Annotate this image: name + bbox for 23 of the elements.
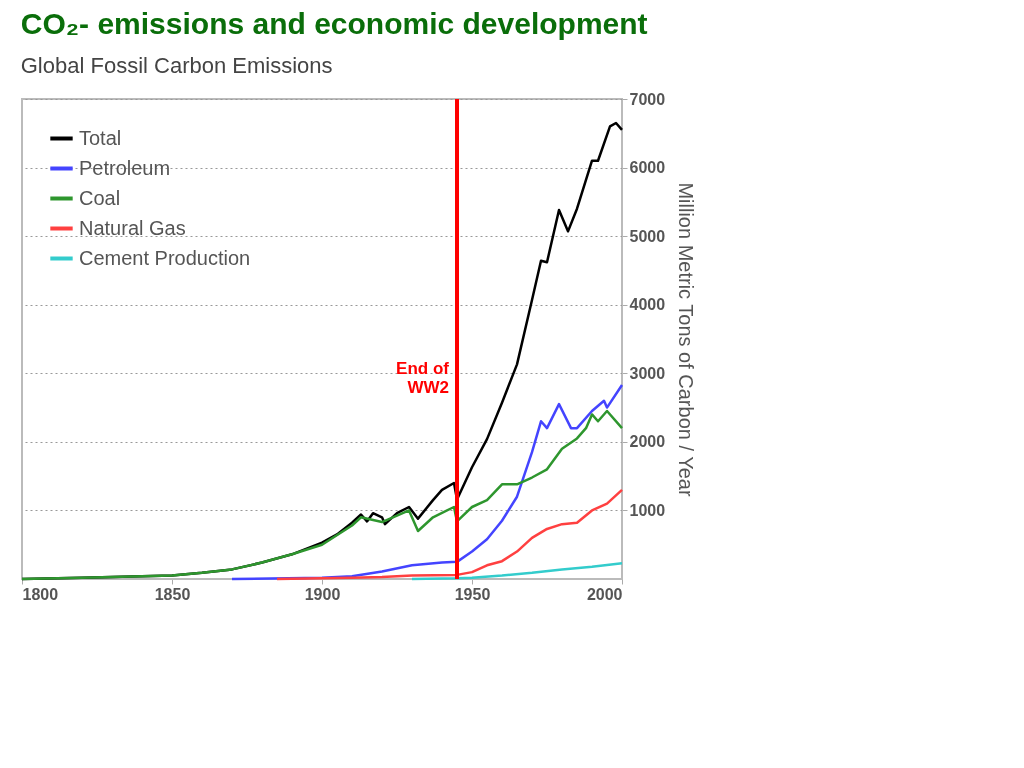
x-tick-label: 1950 — [454, 585, 491, 603]
legend-label: Total — [79, 126, 122, 149]
x-tick-label: 1900 — [304, 585, 341, 603]
y-tick-label: 1000 — [629, 501, 666, 519]
y-axis-title: Million Metric Tons of Carbon / Year — [675, 182, 698, 497]
x-tick-label: 1800 — [22, 585, 59, 603]
ref-line-label: End of WW2 — [396, 359, 450, 397]
chart-subtitle: Global Fossil Carbon Emissions — [20, 53, 333, 78]
legend-label: Cement Production — [79, 246, 251, 269]
y-tick-label: 4000 — [629, 296, 666, 314]
line-series — [410, 561, 624, 581]
x-tick-label: 1850 — [154, 585, 191, 603]
y-tick-label: 6000 — [629, 159, 666, 177]
y-tick-label: 3000 — [629, 364, 666, 382]
y-tick-label: 7000 — [629, 90, 666, 108]
line-series — [275, 488, 624, 581]
x-tick-label: 2000 — [586, 585, 623, 603]
legend-label: Petroleum — [79, 156, 171, 179]
legend-label: Natural Gas — [79, 216, 186, 239]
legend-label: Coal — [79, 186, 121, 209]
y-tick-label: 2000 — [629, 433, 666, 451]
chart-title: CO₂- emissions and economic development — [20, 7, 648, 40]
y-tick-label: 5000 — [629, 227, 666, 245]
